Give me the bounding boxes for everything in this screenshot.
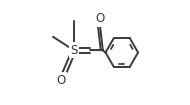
Text: S: S bbox=[70, 44, 78, 57]
Text: O: O bbox=[95, 12, 104, 25]
Text: O: O bbox=[57, 74, 66, 87]
